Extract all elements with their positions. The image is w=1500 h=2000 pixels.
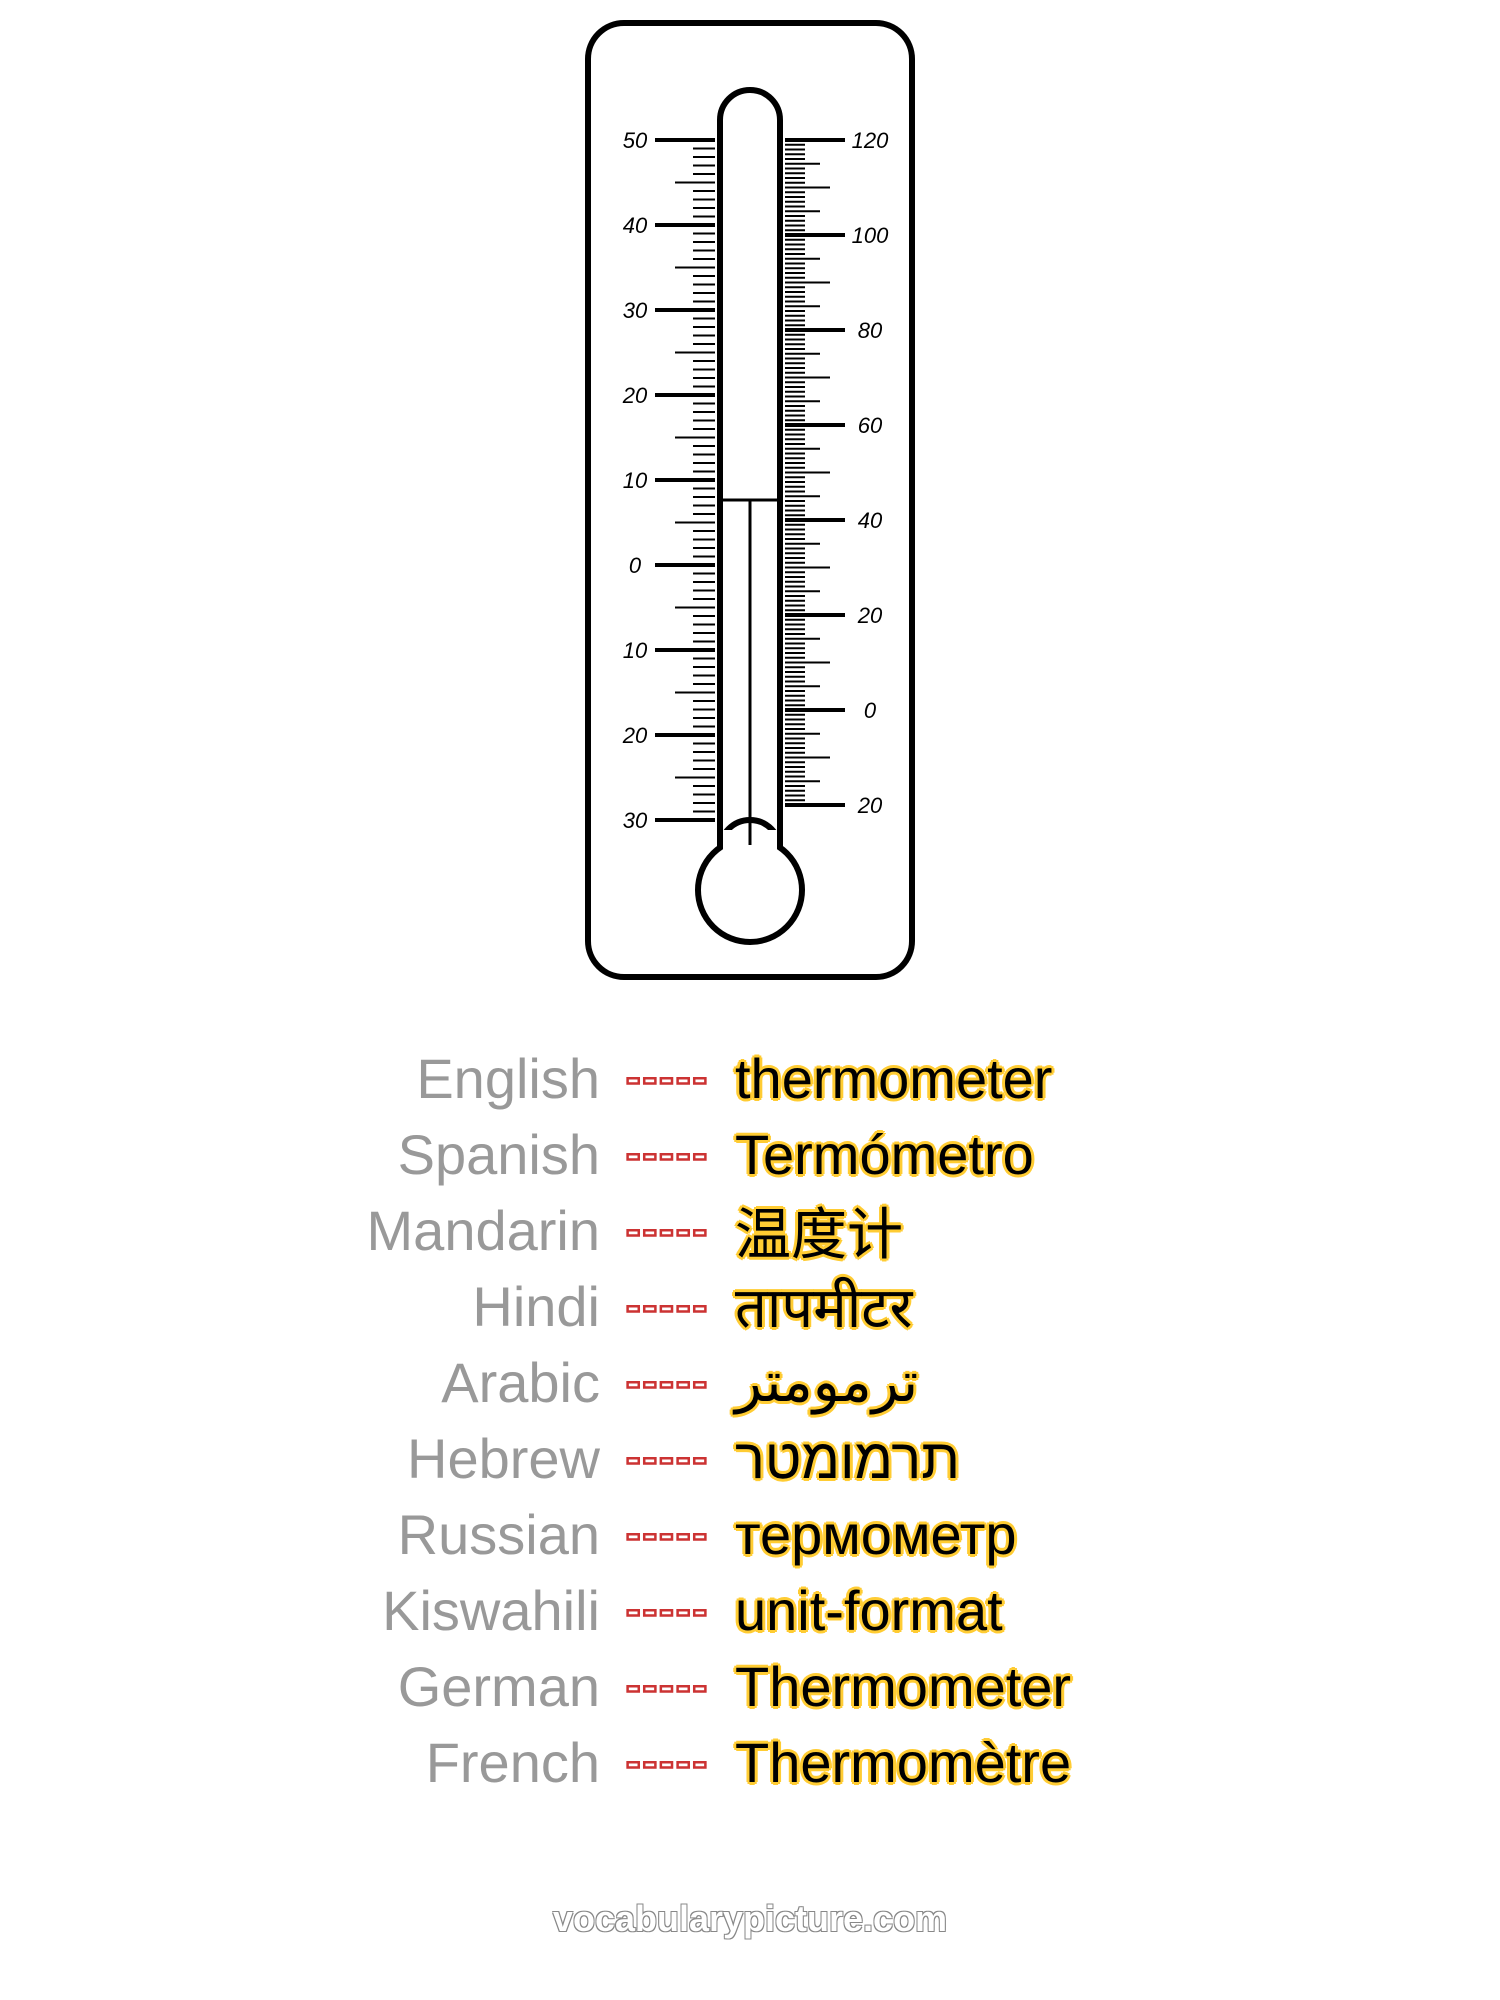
separator: ----- [620, 1053, 715, 1103]
translation-value: תרמומטר [715, 1426, 1300, 1491]
separator: ----- [620, 1357, 715, 1407]
svg-text:30: 30 [623, 808, 648, 833]
svg-text:40: 40 [623, 213, 648, 238]
svg-text:20: 20 [857, 793, 883, 818]
svg-text:80: 80 [858, 318, 883, 343]
language-label: French [200, 1730, 620, 1795]
svg-text:20: 20 [622, 383, 648, 408]
thermometer-bulb [698, 838, 802, 942]
language-label: Arabic [200, 1350, 620, 1415]
svg-text:50: 50 [623, 128, 648, 153]
language-label: German [200, 1654, 620, 1719]
svg-text:20: 20 [857, 603, 883, 628]
table-row: English ----- thermometer [200, 1040, 1300, 1116]
svg-text:0: 0 [629, 553, 642, 578]
footer-watermark: vocabularypicture.com [553, 1898, 947, 1940]
svg-text:60: 60 [858, 413, 883, 438]
svg-text:40: 40 [858, 508, 883, 533]
table-row: Arabic ----- ترمومتر [200, 1344, 1300, 1420]
svg-text:20: 20 [622, 723, 648, 748]
thermometer-illustration: 50 40 30 20 10 0 10 20 30 [585, 20, 915, 985]
separator: ----- [620, 1661, 715, 1711]
separator: ----- [620, 1129, 715, 1179]
table-row: French ----- Thermomètre [200, 1724, 1300, 1800]
language-label: Mandarin [200, 1198, 620, 1263]
language-label: Russian [200, 1502, 620, 1567]
translation-value: तापमीटर [715, 1268, 1300, 1344]
table-row: German ----- Thermometer [200, 1648, 1300, 1724]
language-label: Hindi [200, 1274, 620, 1339]
language-label: Spanish [200, 1122, 620, 1187]
translation-value: 温度计 [715, 1190, 1300, 1271]
table-row: Spanish ----- Termómetro [200, 1116, 1300, 1192]
separator: ----- [620, 1509, 715, 1559]
svg-text:0: 0 [864, 698, 877, 723]
translation-value: ترمومتر [715, 1349, 1300, 1415]
svg-text:100: 100 [852, 223, 889, 248]
table-row: Hebrew ----- תרמומטר [200, 1420, 1300, 1496]
translation-value: thermometer [715, 1046, 1300, 1111]
table-row: Russian ----- термометр [200, 1496, 1300, 1572]
language-label: Kiswahili [200, 1578, 620, 1643]
translation-value: Termómetro [715, 1122, 1300, 1187]
translation-value: unit-format [715, 1578, 1300, 1643]
table-row: Hindi ----- तापमीटर [200, 1268, 1300, 1344]
table-row: Kiswahili ----- unit-format [200, 1572, 1300, 1648]
separator: ----- [620, 1585, 715, 1635]
language-label: Hebrew [200, 1426, 620, 1491]
translation-value: Thermometer [715, 1654, 1300, 1719]
translation-value: термометр [715, 1502, 1300, 1567]
svg-text:120: 120 [852, 128, 889, 153]
thermometer-svg: 50 40 30 20 10 0 10 20 30 [585, 20, 915, 980]
separator: ----- [620, 1281, 715, 1331]
translations-table: English ----- thermometer Spanish ----- … [200, 1040, 1300, 1800]
translation-value: Thermomètre [715, 1730, 1300, 1795]
svg-text:10: 10 [623, 468, 648, 493]
separator: ----- [620, 1737, 715, 1787]
table-row: Mandarin ----- 温度计 [200, 1192, 1300, 1268]
separator: ----- [620, 1433, 715, 1483]
svg-text:30: 30 [623, 298, 648, 323]
svg-text:10: 10 [623, 638, 648, 663]
language-label: English [200, 1046, 620, 1111]
separator: ----- [620, 1205, 715, 1255]
